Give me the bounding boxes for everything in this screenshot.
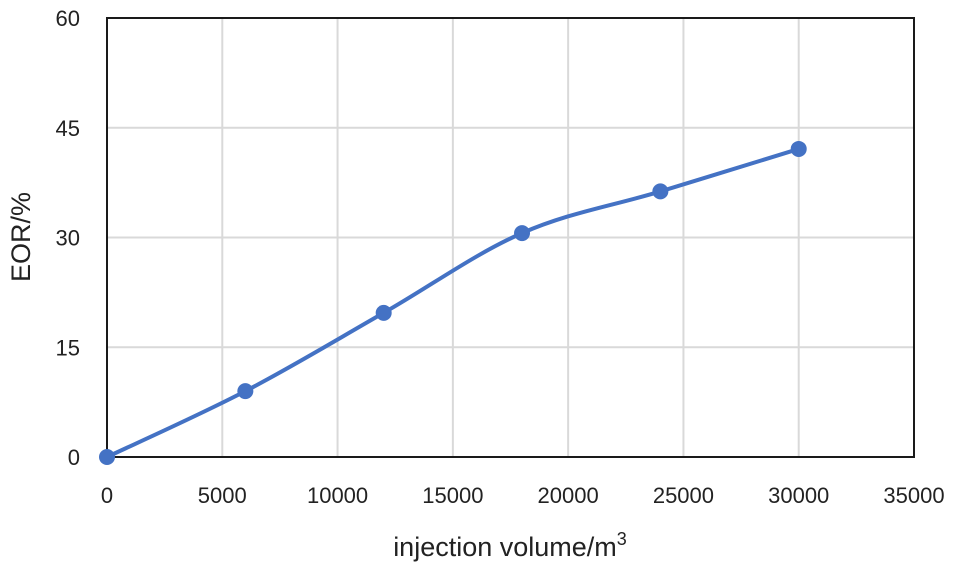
x-tick-label: 30000 — [768, 483, 829, 508]
data-point — [790, 140, 807, 157]
x-tick-label: 0 — [101, 483, 113, 508]
x-tick-label: 15000 — [422, 483, 483, 508]
data-point — [652, 183, 669, 200]
series-layer — [105, 146, 801, 459]
x-tick-label: 20000 — [538, 483, 599, 508]
y-tick-label: 15 — [56, 335, 80, 360]
x-axis-title: injection volume/m3 — [393, 529, 627, 562]
x-tick-label: 35000 — [883, 483, 944, 508]
points-layer — [99, 140, 807, 465]
data-point — [514, 225, 531, 242]
y-tick-label: 30 — [56, 226, 80, 251]
x-tick-label: 5000 — [198, 483, 247, 508]
y-tick-label: 60 — [56, 6, 80, 31]
x-axis-title-superscript: 3 — [617, 529, 627, 549]
y-tick-labels: 0 15 30 45 60 — [56, 6, 80, 470]
x-tick-label: 25000 — [653, 483, 714, 508]
x-axis-title-text: injection volume/m — [393, 532, 617, 562]
x-tick-labels: 0 5000 10000 15000 20000 25000 30000 35000 — [101, 483, 945, 508]
x-tick-label: 10000 — [307, 483, 368, 508]
grid-lines — [107, 18, 914, 457]
data-point — [237, 383, 254, 400]
series-line — [105, 146, 801, 459]
y-axis-title: EOR/% — [6, 192, 36, 282]
plot-area — [106, 17, 915, 458]
data-point — [375, 304, 392, 321]
y-tick-label: 45 — [56, 116, 80, 141]
data-point — [99, 449, 115, 465]
y-tick-label: 0 — [68, 445, 80, 470]
